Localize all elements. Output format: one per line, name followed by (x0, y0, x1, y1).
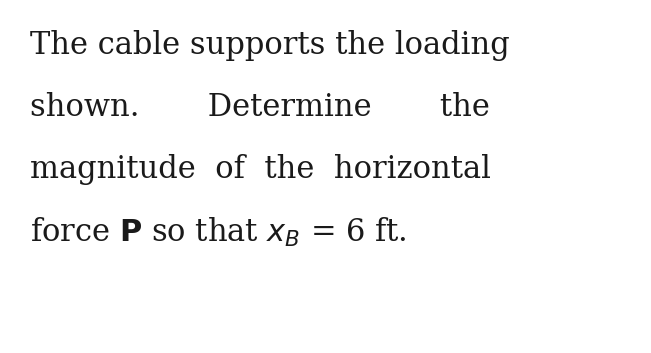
Text: force $\bf{P}$ so that $x_B$ = 6 ft.: force $\bf{P}$ so that $x_B$ = 6 ft. (30, 216, 407, 249)
Text: shown.       Determine       the: shown. Determine the (30, 92, 490, 123)
Text: magnitude  of  the  horizontal: magnitude of the horizontal (30, 154, 491, 185)
Text: The cable supports the loading: The cable supports the loading (30, 30, 510, 61)
